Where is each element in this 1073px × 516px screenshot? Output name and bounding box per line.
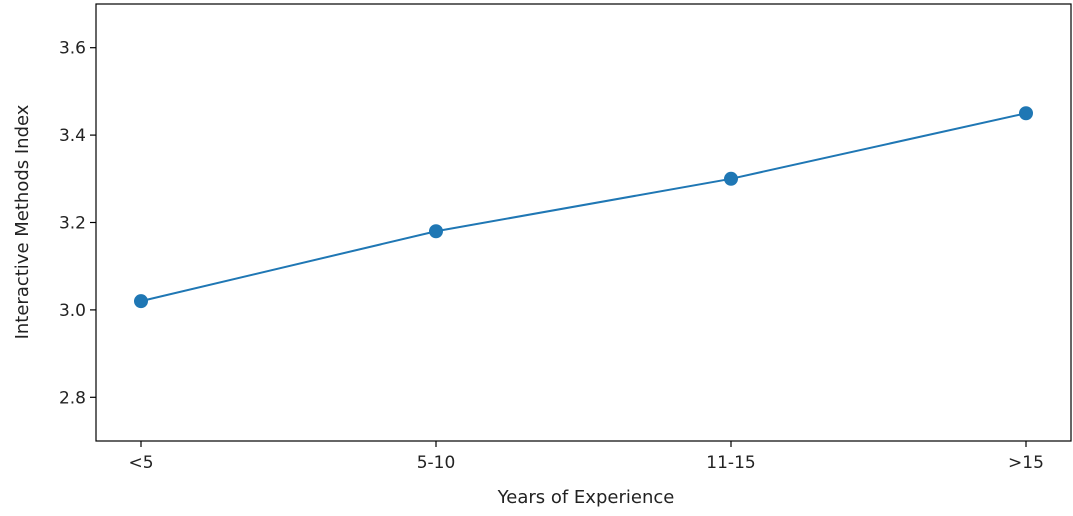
data-point	[429, 224, 443, 239]
plot-area	[96, 4, 1071, 441]
y-tick-label: 3.4	[59, 126, 86, 146]
y-axis-label: Interactive Methods Index	[12, 104, 33, 339]
y-tick-label: 3.6	[59, 39, 86, 59]
x-tick-label: 5-10	[417, 453, 456, 473]
x-axis-ticks: <5 5-10 11-15 >15	[128, 441, 1044, 473]
data-point	[134, 294, 148, 309]
data-point	[724, 171, 738, 186]
series-line	[140, 112, 1027, 303]
y-tick-label: 2.8	[59, 388, 86, 408]
series-layer	[134, 106, 1033, 309]
y-tick-label: 3.0	[59, 301, 86, 321]
data-point	[1019, 106, 1033, 121]
plot-frame	[95, 3, 1072, 442]
x-tick-label: 11-15	[706, 453, 755, 473]
y-axis-ticks: 2.8 3.0 3.2 3.4 3.6	[59, 39, 96, 408]
x-tick-label: >15	[1008, 453, 1044, 473]
x-tick-label: <5	[128, 453, 153, 473]
y-tick-label: 3.2	[59, 214, 86, 234]
x-axis-label: Years of Experience	[497, 487, 675, 508]
